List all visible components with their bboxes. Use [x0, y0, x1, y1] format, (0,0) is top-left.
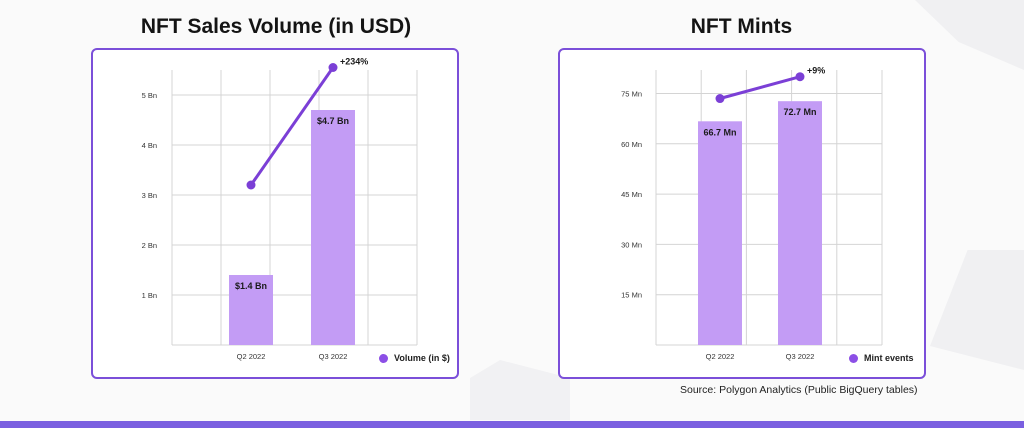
chart-panel-sales-volume: 1 Bn 2 Bn 3 Bn 4 Bn 5 Bn $1.4 Bn Q2 2022 $4.7 B…: [91, 48, 459, 379]
y-tick-label: 60 Mn: [621, 140, 642, 149]
trend-point: [715, 94, 725, 104]
chart-title-nft-mints: NFT Mints: [690, 15, 793, 38]
y-tick-label: 75 Mn: [621, 89, 642, 98]
background-shape: [915, 0, 1024, 70]
legend-marker: [379, 353, 388, 363]
y-tick-label: 4 Bn: [142, 141, 157, 150]
legend-label: Volume (in $): [394, 353, 450, 363]
chart-panel-nft-mints: 15 Mn 30 Mn 45 Mn 60 Mn 75 Mn 66.7 Mn Q2 2022 7…: [558, 48, 926, 379]
background-shape: [930, 250, 1024, 370]
bar: [311, 110, 355, 345]
trend-line: [719, 75, 801, 100]
background-shape: [470, 360, 570, 420]
y-tick-label: 30 Mn: [621, 240, 642, 249]
bar: [778, 101, 822, 345]
x-tick-label: Q3 2022: [319, 352, 348, 361]
bar-data-label: $4.7 Bn: [317, 116, 349, 126]
legend-marker: [849, 353, 858, 363]
nft-mints-chart: 15 Mn 30 Mn 45 Mn 60 Mn 75 Mn 66.7 Mn Q2 2022 7…: [621, 66, 883, 361]
bar: [229, 275, 273, 345]
bar-data-label: $1.4 Bn: [235, 281, 267, 291]
x-tick-label: Q2 2022: [706, 352, 735, 361]
x-tick-label: Q2 2022: [237, 352, 266, 361]
legend-label: Mint events: [864, 353, 914, 363]
x-tick-label: Q3 2022: [786, 352, 815, 361]
legend-nft-mints: Mint events: [849, 353, 914, 363]
y-tick-label: 5 Bn: [142, 91, 157, 100]
legend-sales-volume: Volume (in $): [379, 353, 450, 363]
bar: [698, 121, 742, 345]
bar-data-label: 66.7 Mn: [703, 127, 736, 137]
chart-title-sales-volume: NFT Sales Volume (in USD): [140, 15, 412, 38]
bar-data-label: 72.7 Mn: [783, 107, 816, 117]
y-tick-label: 3 Bn: [142, 191, 157, 200]
growth-annotation: +9%: [807, 66, 825, 76]
source-note: Source: Polygon Analytics (Public BigQue…: [680, 384, 918, 396]
y-tick-label: 1 Bn: [142, 291, 157, 300]
y-tick-label: 45 Mn: [621, 190, 642, 199]
trend-line: [249, 66, 335, 186]
bottom-accent-bar: [0, 421, 1024, 428]
trend-point: [328, 63, 338, 72]
sales-volume-chart: 1 Bn 2 Bn 3 Bn 4 Bn 5 Bn $1.4 Bn Q2 2022 $4.7 B…: [142, 57, 418, 361]
growth-annotation: +234%: [340, 57, 368, 67]
trend-point: [795, 72, 805, 82]
y-tick-label: 15 Mn: [621, 291, 642, 300]
trend-point: [246, 180, 256, 190]
y-tick-label: 2 Bn: [142, 241, 157, 250]
